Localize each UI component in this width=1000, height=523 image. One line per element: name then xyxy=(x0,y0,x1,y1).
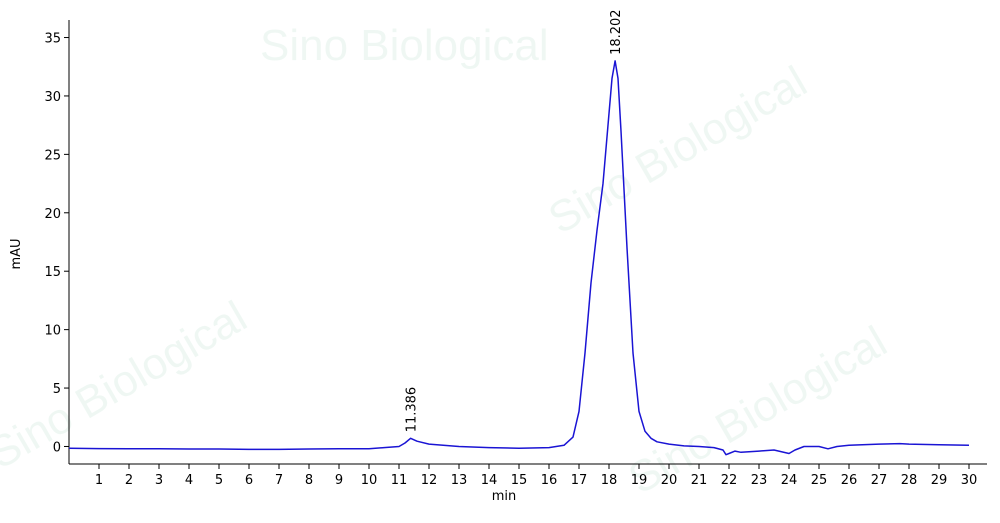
x-tick-label: 2 xyxy=(125,473,133,488)
x-tick-label: 22 xyxy=(721,473,738,488)
chromatogram-line xyxy=(68,60,970,456)
x-tick-label: 1 xyxy=(95,473,103,488)
x-axis-label: min xyxy=(492,489,517,504)
x-tick-label: 6 xyxy=(245,473,253,488)
x-tick-label: 4 xyxy=(185,473,193,488)
y-tick-label: 25 xyxy=(44,148,61,163)
x-tick-label: 14 xyxy=(481,473,498,488)
x-tick-label: 15 xyxy=(511,473,528,488)
watermark: Sino Biological xyxy=(260,21,549,70)
x-tick-label: 28 xyxy=(901,473,918,488)
x-tick-label: 16 xyxy=(541,473,558,488)
x-tick-label: 8 xyxy=(305,473,313,488)
y-tick-label: 5 xyxy=(53,382,61,397)
x-tick-label: 30 xyxy=(961,473,978,488)
y-axis-label: mAU xyxy=(9,238,24,269)
x-tick-label: 20 xyxy=(661,473,678,488)
x-tick-label: 12 xyxy=(421,473,438,488)
x-tick-label: 21 xyxy=(691,473,708,488)
x-tick-label: 24 xyxy=(781,473,798,488)
y-tick-label: 15 xyxy=(44,265,61,280)
y-tick-label: 10 xyxy=(44,324,61,339)
x-tick-label: 10 xyxy=(361,473,378,488)
watermark: Sino Biological xyxy=(541,57,815,244)
x-tick-label: 9 xyxy=(335,473,343,488)
y-tick-label: 30 xyxy=(44,90,61,105)
x-tick-label: 29 xyxy=(931,473,948,488)
x-tick-label: 7 xyxy=(275,473,283,488)
y-tick-label: 35 xyxy=(44,32,61,47)
peak-label: 11.386 xyxy=(405,387,420,433)
x-tick-label: 25 xyxy=(811,473,828,488)
x-tick-label: 11 xyxy=(391,473,408,488)
watermark: Sino Biological xyxy=(0,292,255,479)
x-tick-label: 18 xyxy=(601,473,618,488)
x-tick-label: 19 xyxy=(631,473,648,488)
x-tick-label: 23 xyxy=(751,473,768,488)
x-tick-label: 27 xyxy=(871,473,888,488)
peak-label: 18.202 xyxy=(609,9,624,55)
y-tick-label: 0 xyxy=(53,440,61,455)
x-tick-label: 13 xyxy=(451,473,468,488)
x-tick-label: 17 xyxy=(571,473,588,488)
y-tick-label: 20 xyxy=(44,207,61,222)
x-tick-label: 5 xyxy=(215,473,223,488)
x-tick-label: 3 xyxy=(155,473,163,488)
x-tick-label: 26 xyxy=(841,473,858,488)
